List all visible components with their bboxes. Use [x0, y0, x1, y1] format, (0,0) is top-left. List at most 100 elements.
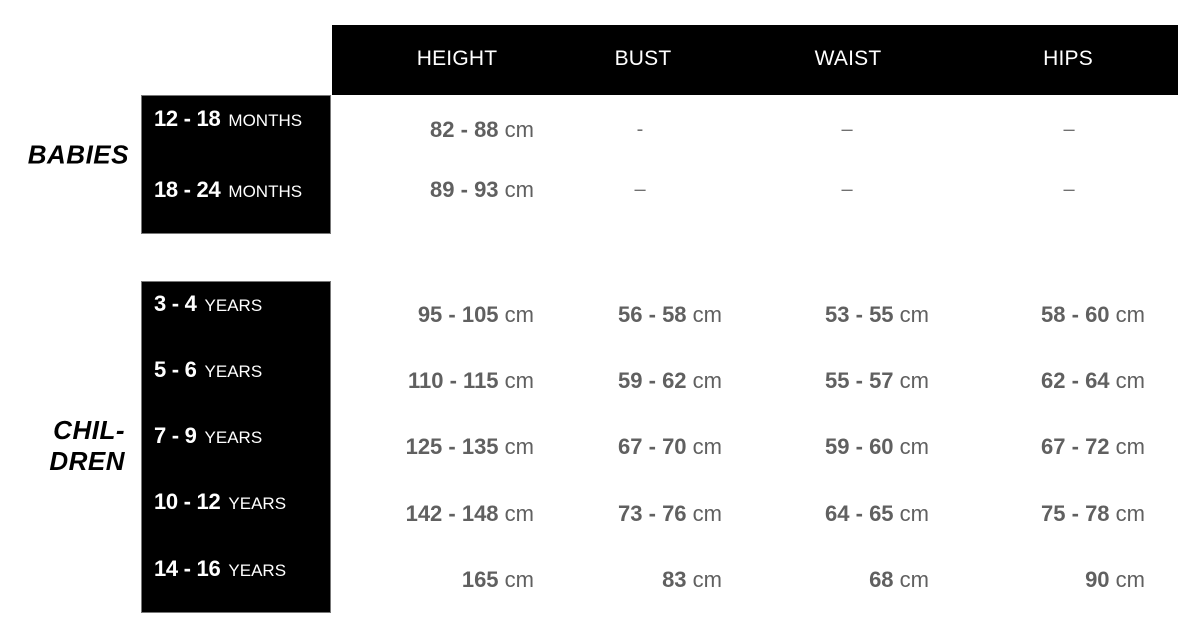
measurement-value: 75 - 78 cm [1041, 501, 1145, 527]
column-header-hips: HIPS [1043, 47, 1093, 70]
measurement-unit: cm [1115, 434, 1145, 459]
measurement-value: 59 - 62 cm [618, 368, 722, 394]
measurement-unit: cm [504, 177, 534, 202]
measurement-number: 89 - 93 [430, 177, 499, 202]
measurement-number: 165 [461, 567, 499, 592]
age-range-label: 7 - 9 YEARS [154, 423, 262, 449]
age-range: 14 - 16 [154, 556, 221, 581]
measurement-number: 75 - 78 [1041, 501, 1110, 526]
measurement-value: 67 - 72 cm [1041, 434, 1145, 460]
age-range-label: 12 - 18 MONTHS [154, 106, 302, 132]
age-range: 7 - 9 [154, 423, 197, 448]
measurement-number: 56 - 58 [618, 302, 687, 327]
children-age-box [141, 281, 331, 613]
measurement-value: 53 - 55 cm [825, 302, 929, 328]
age-range-label: 14 - 16 YEARS [154, 556, 286, 582]
measurement-number: 55 - 57 [825, 368, 894, 393]
empty-value: – [1063, 178, 1075, 201]
measurement-value: 68 cm [869, 567, 929, 593]
measurement-number: 95 - 105 [417, 302, 499, 327]
measurement-unit: cm [899, 434, 929, 459]
measurement-unit: cm [899, 302, 929, 327]
measurement-value: 55 - 57 cm [825, 368, 929, 394]
age-unit: YEARS [204, 428, 263, 447]
measurement-value: 67 - 70 cm [618, 434, 722, 460]
measurement-unit: cm [1115, 302, 1145, 327]
measurement-value: 59 - 60 cm [825, 434, 929, 460]
column-header-height: HEIGHT [416, 47, 498, 70]
measurement-value: 82 - 88 cm [430, 117, 534, 143]
column-header-bust: BUST [614, 47, 672, 70]
measurement-unit: cm [504, 501, 534, 526]
measurement-number: 58 - 60 [1041, 302, 1110, 327]
measurement-number: 67 - 72 [1041, 434, 1110, 459]
measurement-number: 59 - 62 [618, 368, 687, 393]
age-range-label: 10 - 12 YEARS [154, 489, 286, 515]
age-unit: YEARS [204, 362, 263, 381]
measurement-number: 62 - 64 [1041, 368, 1110, 393]
measurement-unit: cm [504, 434, 534, 459]
measurement-unit: cm [899, 501, 929, 526]
age-range: 12 - 18 [154, 106, 221, 131]
measurement-number: 82 - 88 [430, 117, 499, 142]
group-label-line: CHIL- [53, 415, 125, 445]
age-range: 18 - 24 [154, 177, 221, 202]
empty-value: - [636, 118, 644, 141]
measurement-value: 73 - 76 cm [618, 501, 722, 527]
measurement-number: 142 - 148 [405, 501, 499, 526]
age-unit: YEARS [204, 296, 263, 315]
measurement-value: 165 cm [462, 567, 534, 593]
measurement-value: 64 - 65 cm [825, 501, 929, 527]
measurement-unit: cm [504, 368, 534, 393]
age-range: 10 - 12 [154, 489, 221, 514]
measurement-unit: cm [504, 117, 534, 142]
measurement-value: 95 - 105 cm [418, 302, 534, 328]
measurement-unit: cm [1115, 501, 1145, 526]
measurement-value: 110 - 115 cm [408, 368, 534, 394]
measurement-value: 62 - 64 cm [1041, 368, 1145, 394]
empty-value: – [634, 178, 646, 201]
measurement-number: 83 [662, 567, 687, 592]
measurement-number: 125 - 135 [405, 434, 499, 459]
age-unit: YEARS [228, 494, 287, 513]
group-label-children: CHIL- DREN [49, 415, 125, 477]
empty-value: – [841, 178, 853, 201]
column-header-waist: WAIST [814, 47, 882, 70]
measurement-unit: cm [692, 368, 722, 393]
age-unit: MONTHS [228, 111, 303, 130]
measurement-number: 73 - 76 [618, 501, 687, 526]
group-label-line: DREN [49, 446, 125, 476]
column-header-bar [332, 25, 1178, 95]
measurement-value: 89 - 93 cm [430, 177, 534, 203]
empty-value: – [1063, 118, 1075, 141]
measurement-unit: cm [1115, 368, 1145, 393]
age-range-label: 3 - 4 YEARS [154, 291, 262, 317]
measurement-number: 110 - 115 [408, 368, 499, 393]
measurement-number: 53 - 55 [825, 302, 894, 327]
measurement-unit: cm [899, 567, 929, 592]
measurement-number: 59 - 60 [825, 434, 894, 459]
measurement-value: 90 cm [1085, 567, 1145, 593]
measurement-unit: cm [692, 567, 722, 592]
measurement-unit: cm [504, 302, 534, 327]
measurement-number: 68 [869, 567, 894, 592]
measurement-value: 83 cm [662, 567, 722, 593]
babies-age-box [141, 95, 331, 234]
measurement-unit: cm [692, 434, 722, 459]
measurement-value: 142 - 148 cm [406, 501, 534, 527]
age-unit: MONTHS [228, 182, 303, 201]
measurement-number: 64 - 65 [825, 501, 894, 526]
measurement-unit: cm [1115, 567, 1145, 592]
measurement-value: 58 - 60 cm [1041, 302, 1145, 328]
measurement-number: 90 [1085, 567, 1110, 592]
measurement-number: 67 - 70 [618, 434, 687, 459]
measurement-value: 125 - 135 cm [406, 434, 534, 460]
measurement-unit: cm [692, 302, 722, 327]
measurement-unit: cm [899, 368, 929, 393]
group-label-babies: BABIES [27, 139, 129, 170]
empty-value: – [841, 118, 853, 141]
measurement-unit: cm [692, 501, 722, 526]
age-range-label: 5 - 6 YEARS [154, 357, 262, 383]
age-range: 5 - 6 [154, 357, 197, 382]
age-unit: YEARS [228, 561, 287, 580]
